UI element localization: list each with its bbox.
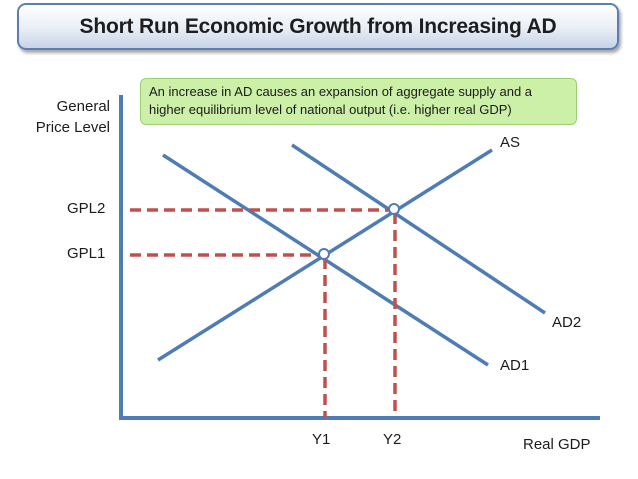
x-axis-label: Real GDP bbox=[523, 436, 591, 453]
ad2-curve bbox=[291, 143, 546, 315]
equilibrium-point-1 bbox=[318, 248, 330, 260]
y-axis-label-line-2: Price Level bbox=[35, 119, 110, 136]
equilibrium-point-2 bbox=[388, 203, 400, 215]
y2-label: Y2 bbox=[383, 431, 402, 448]
callout-line-1: An increase in AD causes an expansion of… bbox=[149, 84, 533, 99]
y-axis-label: General Price Level bbox=[10, 96, 110, 138]
ad2-label: AD2 bbox=[552, 314, 582, 331]
y1-label: Y1 bbox=[312, 431, 331, 448]
gpl2-label: GPL2 bbox=[67, 200, 106, 217]
callout-line-2: higher equilibrium level of national out… bbox=[149, 102, 512, 117]
gpl1-label: GPL1 bbox=[67, 245, 106, 262]
slide-title: Short Run Economic Growth from Increasin… bbox=[17, 3, 619, 50]
explanation-callout: An increase in AD causes an expansion of… bbox=[140, 78, 577, 125]
y-axis-label-line-1: General bbox=[56, 98, 110, 115]
as-label: AS bbox=[500, 134, 521, 151]
ad1-label: AD1 bbox=[500, 357, 530, 374]
